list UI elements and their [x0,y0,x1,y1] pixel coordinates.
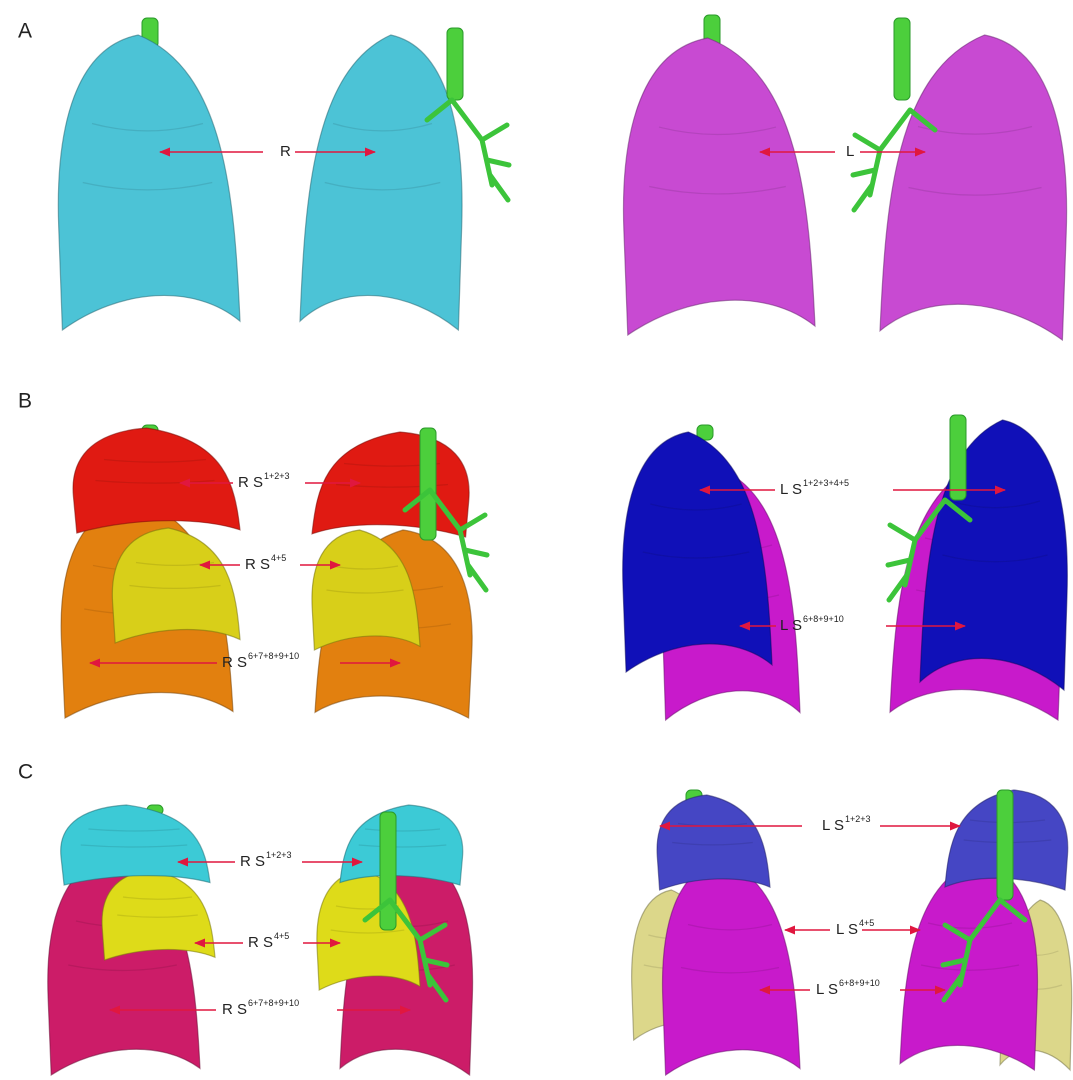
annotation-superscript: 6+7+8+9+10 [248,651,299,661]
annotation-text: R S [245,556,270,573]
annotation: R S4+5 [248,931,289,951]
annotation-superscript: 6+8+9+10 [839,978,880,988]
annotation-superscript: 6+8+9+10 [803,614,844,624]
trachea [447,28,463,100]
panel-label: B [18,390,32,413]
annotation: R S6+7+8+9+10 [222,651,299,671]
annotation: L S1+2+3+4+5 [780,478,849,498]
annotation: L S4+5 [836,918,874,938]
trachea [950,415,966,500]
annotation: L S6+8+9+10 [780,614,844,634]
panel-label: A [18,20,32,43]
trachea [997,790,1013,900]
annotation-superscript: 1+2+3 [266,850,292,860]
annotation-superscript: 1+2+3+4+5 [803,478,849,488]
annotation: R S6+7+8+9+10 [222,998,299,1018]
annotation-text: L S [816,981,838,998]
annotation-text: L S [780,617,802,634]
lung-segment [58,35,240,330]
annotation-text: R S [222,654,247,671]
trachea [420,428,436,540]
annotation: L [846,143,854,160]
annotation: L S6+8+9+10 [816,978,880,998]
annotation: R S1+2+3 [238,471,290,491]
annotation-superscript: 4+5 [859,918,874,928]
lung-segment [300,35,462,330]
annotation: R [280,143,291,160]
annotation-superscript: 1+2+3 [264,471,290,481]
figure: ABCRLR S1+2+3R S4+5R S6+7+8+9+10L S1+2+3… [0,0,1073,1080]
annotation-text: R [280,143,291,160]
annotation: R S4+5 [245,553,286,573]
trachea [894,18,910,100]
panel-label: C [18,761,33,784]
annotation-superscript: 4+5 [274,931,289,941]
annotation-text: L S [822,817,844,834]
annotation-superscript: 4+5 [271,553,286,563]
annotation-text: R S [238,474,263,491]
annotation-text: L S [836,921,858,938]
annotation: R S1+2+3 [240,850,292,870]
annotation-text: R S [222,1001,247,1018]
annotation: L S1+2+3 [822,814,871,834]
annotation-text: R S [248,934,273,951]
page: {"panels": [ {"label": "A", "annotations… [0,0,1073,1080]
lung-segment [623,38,815,335]
annotation-superscript: 6+7+8+9+10 [248,998,299,1008]
annotation-superscript: 1+2+3 [845,814,871,824]
annotation-text: R S [240,853,265,870]
trachea [380,812,396,930]
annotation-text: L S [780,481,802,498]
annotation-text: L [846,143,854,160]
